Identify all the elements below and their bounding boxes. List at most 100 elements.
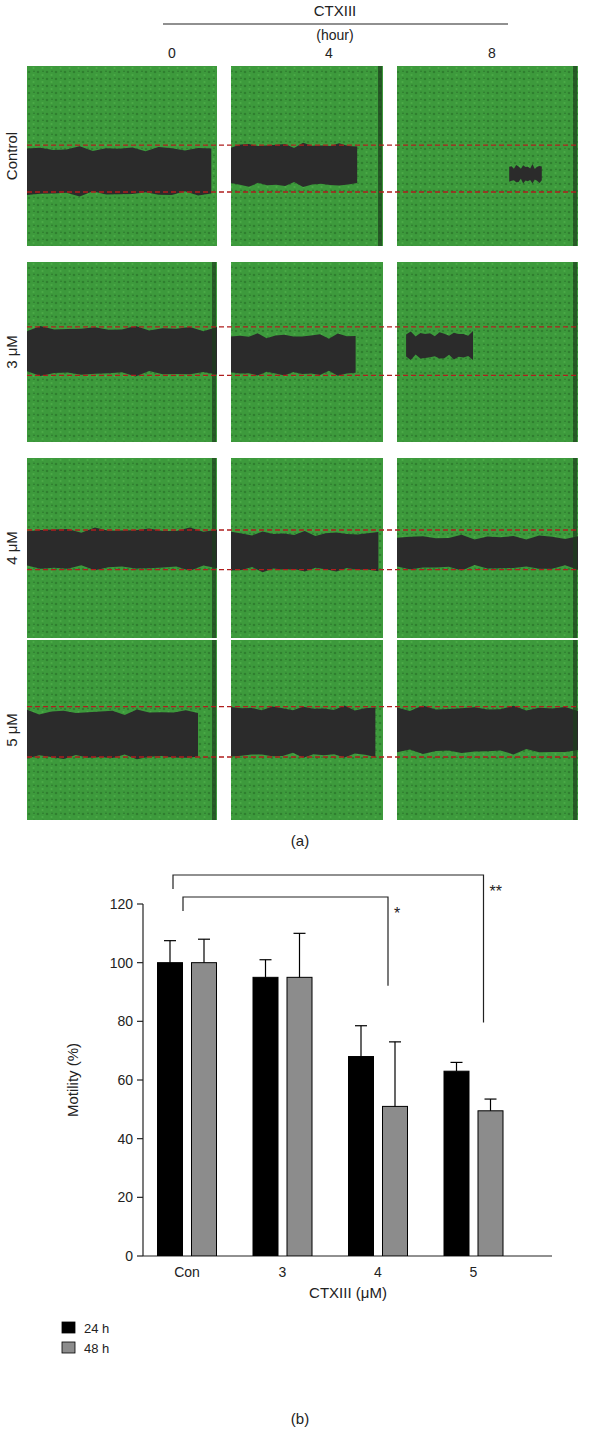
legend-label: 48 h	[84, 1341, 109, 1356]
error-stem	[360, 1026, 361, 1057]
micrograph	[231, 66, 383, 246]
edge-shadow	[212, 262, 216, 442]
y-tick	[137, 903, 143, 904]
cell-layer	[397, 262, 578, 442]
bar	[444, 1071, 469, 1256]
micrograph	[27, 640, 217, 820]
error-bar	[198, 939, 210, 962]
wound-edge-line	[27, 529, 578, 530]
y-tick-label: 40	[117, 1131, 133, 1147]
cell-layer	[231, 66, 383, 246]
error-stem	[394, 1042, 395, 1107]
micrograph	[231, 262, 383, 442]
x-tick-label: 3	[279, 1264, 287, 1280]
cell-layer	[27, 66, 217, 246]
cell-layer	[397, 66, 578, 246]
panel-b: 020406080100120Con345Motility (%)CTXIII …	[62, 875, 552, 1427]
cell-layer	[27, 458, 217, 638]
title-rule	[163, 23, 508, 24]
cell-layer	[231, 262, 383, 442]
x-tick-label: 5	[470, 1264, 478, 1280]
cell-layer	[27, 262, 217, 442]
error-cap	[485, 1098, 497, 1099]
y-tick	[137, 1255, 143, 1256]
wound-edge-line	[27, 706, 578, 707]
legend-swatch	[62, 1322, 75, 1333]
bar	[383, 1106, 408, 1256]
wound-gap	[27, 710, 198, 760]
panel-a: CTXIII(hour)048Control3 μM4 μM5 μM(a)	[3, 2, 578, 849]
cell-layer	[231, 640, 383, 820]
wound-gap	[27, 146, 211, 196]
panel-a-subtitle: (hour)	[316, 27, 353, 43]
wound-gap	[397, 706, 578, 755]
micrograph	[397, 458, 578, 638]
y-tick-label: 100	[110, 955, 134, 971]
error-bar	[451, 1062, 463, 1071]
x-tick-label: Con	[174, 1264, 200, 1280]
row-label: 3 μM	[3, 335, 20, 369]
cell-layer	[397, 458, 578, 638]
wound-gap	[231, 706, 375, 758]
significance-bracket	[183, 897, 388, 986]
y-tick-label: 20	[117, 1189, 133, 1205]
edge-shadow	[212, 458, 216, 638]
wound-gap	[27, 527, 217, 570]
edge-shadow	[573, 458, 577, 638]
wound-edge-line	[27, 191, 578, 192]
error-cap	[164, 940, 176, 941]
panel-label: (a)	[291, 832, 309, 849]
significance-bracket	[173, 875, 484, 1022]
micrograph	[27, 458, 217, 638]
bar	[478, 1111, 503, 1256]
significance-mark: *	[394, 905, 400, 922]
error-cap	[451, 1062, 463, 1063]
cell-layer	[397, 640, 578, 820]
wound-edge-line	[27, 375, 578, 376]
legend: 24 h48 h	[62, 1321, 109, 1356]
error-cap	[294, 933, 306, 934]
edge-shadow	[573, 262, 577, 442]
wound-gap	[509, 164, 542, 184]
wound-gap	[231, 333, 356, 376]
wound-gap	[397, 535, 578, 571]
error-stem	[299, 933, 300, 977]
bar	[349, 1057, 374, 1256]
row-label: 5 μM	[3, 713, 20, 747]
y-tick	[137, 1197, 143, 1198]
bar	[287, 977, 312, 1256]
micrograph	[397, 262, 578, 442]
y-axis-label: Motility (%)	[64, 1043, 81, 1117]
panel-a-title: CTXIII	[314, 2, 357, 19]
column-label: 4	[325, 45, 333, 61]
bar	[158, 963, 183, 1256]
x-axis-label: CTXIII (μM)	[309, 1284, 387, 1301]
error-bar	[485, 1099, 497, 1111]
micrograph	[231, 458, 383, 638]
column-label: 8	[488, 45, 496, 61]
panel-label: (b)	[291, 1410, 309, 1427]
wound-edge-line	[27, 569, 578, 570]
y-tick-label: 120	[110, 896, 134, 912]
error-stem	[456, 1062, 457, 1071]
y-tick	[137, 1079, 143, 1080]
y-tick	[137, 1138, 143, 1139]
y-tick-label: 0	[125, 1248, 133, 1264]
x-tick-label: 4	[374, 1264, 382, 1280]
significance-mark: **	[490, 883, 502, 900]
error-cap	[389, 1041, 401, 1042]
edge-shadow	[378, 66, 382, 246]
error-cap	[355, 1025, 367, 1026]
column-label: 0	[168, 45, 176, 61]
cell-layer	[27, 640, 217, 820]
micrograph	[27, 66, 217, 246]
error-bar	[260, 960, 272, 978]
row-label: Control	[3, 132, 20, 180]
wound-edge-line	[27, 326, 578, 327]
error-stem	[490, 1099, 491, 1111]
error-bar	[164, 941, 176, 963]
y-tick	[137, 962, 143, 963]
y-tick-label: 60	[117, 1072, 133, 1088]
wound-edge-line	[27, 756, 578, 757]
bar	[192, 963, 217, 1256]
